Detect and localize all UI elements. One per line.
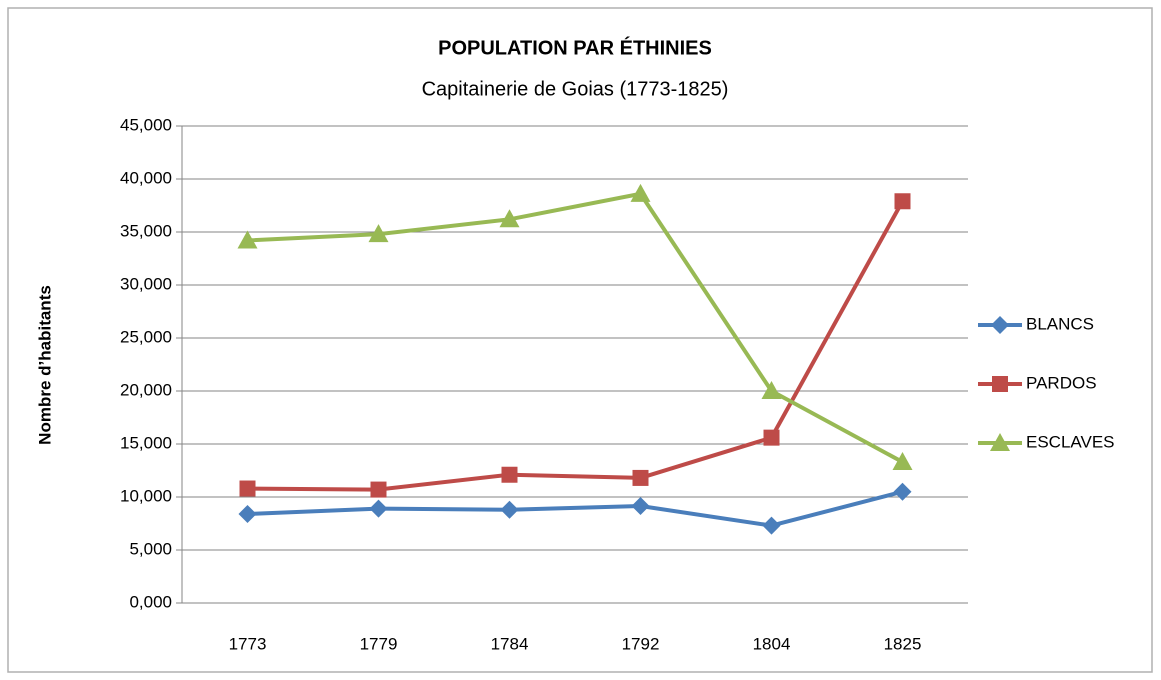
data-point	[761, 381, 782, 399]
data-point	[368, 224, 389, 243]
data-point	[369, 499, 388, 518]
chart-title: POPULATION PAR ÉTHINIES	[438, 36, 712, 59]
y-tick-label: 25,000	[120, 327, 172, 346]
x-tick-label: 1779	[360, 634, 398, 653]
data-point	[500, 500, 519, 519]
data-point	[894, 193, 911, 210]
y-tick-label: 45,000	[120, 115, 172, 134]
data-point	[370, 481, 387, 498]
data-point	[631, 497, 650, 516]
legend-marker	[992, 376, 1008, 392]
data-point	[892, 452, 913, 471]
data-point	[501, 466, 518, 483]
y-axis-label: Nombre d’habitants	[35, 285, 54, 445]
legend-label: ESCLAVES	[1026, 432, 1115, 451]
legend-label: BLANCS	[1026, 314, 1094, 333]
legend-marker	[990, 433, 1010, 451]
y-tick-label: 35,000	[120, 221, 172, 240]
data-point	[630, 183, 651, 202]
series-line	[247, 191, 904, 464]
legend-label: PARDOS	[1026, 373, 1097, 392]
data-point	[499, 209, 520, 228]
y-tick-label: 20,000	[120, 380, 172, 399]
y-tick-label: 10,000	[120, 486, 172, 505]
data-point	[238, 504, 257, 523]
x-tick-label: 1773	[229, 634, 267, 653]
data-point	[239, 480, 256, 497]
data-point	[237, 230, 258, 249]
y-tick-label: 0,000	[129, 592, 172, 611]
x-tick-label: 1784	[491, 634, 529, 653]
data-point	[762, 516, 781, 535]
y-tick-label: 40,000	[120, 168, 172, 187]
x-tick-label: 1804	[753, 634, 791, 653]
y-tick-label: 5,000	[129, 539, 172, 558]
series-line	[247, 200, 905, 492]
legend-marker	[991, 316, 1009, 334]
series-line	[247, 489, 904, 528]
x-tick-label: 1792	[622, 634, 660, 653]
y-tick-label: 15,000	[120, 433, 172, 452]
chart-subtitle: Capitainerie de Goias (1773-1825)	[422, 78, 729, 100]
y-tick-label: 30,000	[120, 274, 172, 293]
x-tick-label: 1825	[884, 634, 922, 653]
data-point	[763, 429, 780, 446]
chart-frame	[7, 7, 1153, 673]
data-point	[893, 482, 912, 501]
data-point	[632, 469, 649, 486]
